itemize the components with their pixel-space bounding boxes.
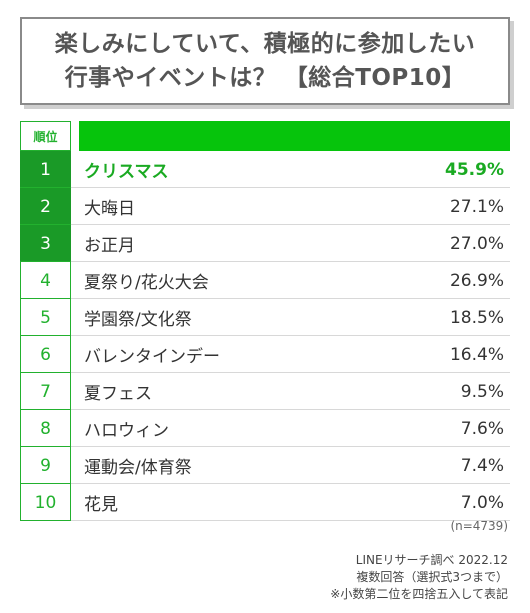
table-rows: 1 クリスマス 45.9% 2 大晦日 27.1% 3 お正月 27.0% 4 夏祭り/花火大会 26… <box>20 151 510 521</box>
table-row: 6 バレンタインデー 16.4% <box>20 336 510 373</box>
table-header: 順位 <box>20 121 510 151</box>
rounding-note: ※小数第二位を四捨五入して表記 <box>330 587 508 601</box>
ranking-table: 順位 1 クリスマス 45.9% 2 大晦日 27.1% 3 お正月 27.0% 4 夏祭り/花火大… <box>20 121 510 521</box>
rank-divider <box>20 298 71 299</box>
percent-value: 7.0% <box>460 492 504 513</box>
rank-divider <box>20 483 71 484</box>
event-label: お正月 <box>84 236 135 256</box>
event-label: 運動会/体育祭 <box>84 458 192 478</box>
percent-value: 7.4% <box>460 455 504 476</box>
table-row: 1 クリスマス 45.9% <box>20 151 510 188</box>
title-box: 楽しみにしていて、積極的に参加したい 行事やイベントは？ 【総合TOP10】 <box>20 17 510 105</box>
percent-value: 45.9% <box>445 159 504 180</box>
rank-cell: 1 <box>20 151 71 188</box>
rank-divider <box>20 187 71 188</box>
rank-divider <box>20 335 71 336</box>
event-label: 夏祭り/花火大会 <box>84 273 209 293</box>
rank-divider <box>20 446 71 447</box>
table-row: 10 花見 7.0% <box>20 484 510 521</box>
rank-cell: 2 <box>20 188 71 225</box>
event-label: 大晦日 <box>84 199 135 219</box>
event-label: バレンタインデー <box>84 347 220 367</box>
rank-divider <box>20 261 71 262</box>
rank-divider <box>20 520 71 521</box>
sample-size-note: (n=4739) <box>450 519 508 533</box>
method-note: 複数回答（選択式3つまで） <box>356 570 508 584</box>
percent-value: 9.5% <box>460 381 504 402</box>
rank-cell: 10 <box>20 484 71 521</box>
rank-cell: 5 <box>20 299 71 336</box>
rank-cell: 7 <box>20 373 71 410</box>
percent-value: 18.5% <box>449 307 504 328</box>
rank-cell: 4 <box>20 262 71 299</box>
rank-divider <box>20 224 71 225</box>
event-label: 花見 <box>84 495 118 515</box>
percent-value: 16.4% <box>449 344 504 365</box>
percent-value: 27.0% <box>449 233 504 254</box>
rank-divider <box>20 409 71 410</box>
table-row: 2 大晦日 27.1% <box>20 188 510 225</box>
rank-cell: 9 <box>20 447 71 484</box>
table-row: 5 学園祭/文化祭 18.5% <box>20 299 510 336</box>
percent-value: 27.1% <box>449 196 504 217</box>
rank-cell: 3 <box>20 225 71 262</box>
table-row: 4 夏祭り/花火大会 26.9% <box>20 262 510 299</box>
source-note: LINEリサーチ調べ 2022.12 <box>355 553 508 567</box>
percent-value: 26.9% <box>449 270 504 291</box>
event-label: 夏フェス <box>84 384 152 404</box>
table-row: 7 夏フェス 9.5% <box>20 373 510 410</box>
event-label: クリスマス <box>84 162 169 182</box>
table-row: 9 運動会/体育祭 7.4% <box>20 447 510 484</box>
rank-cell: 6 <box>20 336 71 373</box>
rank-cell: 8 <box>20 410 71 447</box>
header-bar <box>79 121 510 151</box>
title-line-1: 楽しみにしていて、積極的に参加したい <box>54 31 476 57</box>
rank-divider <box>20 372 71 373</box>
rank-header: 順位 <box>20 121 71 151</box>
table-row: 3 お正月 27.0% <box>20 225 510 262</box>
event-label: 学園祭/文化祭 <box>84 310 192 330</box>
title-line-2: 行事やイベントは？ 【総合TOP10】 <box>64 65 466 91</box>
percent-value: 7.6% <box>460 418 504 439</box>
table-row: 8 ハロウィン 7.6% <box>20 410 510 447</box>
event-label: ハロウィン <box>84 421 169 441</box>
